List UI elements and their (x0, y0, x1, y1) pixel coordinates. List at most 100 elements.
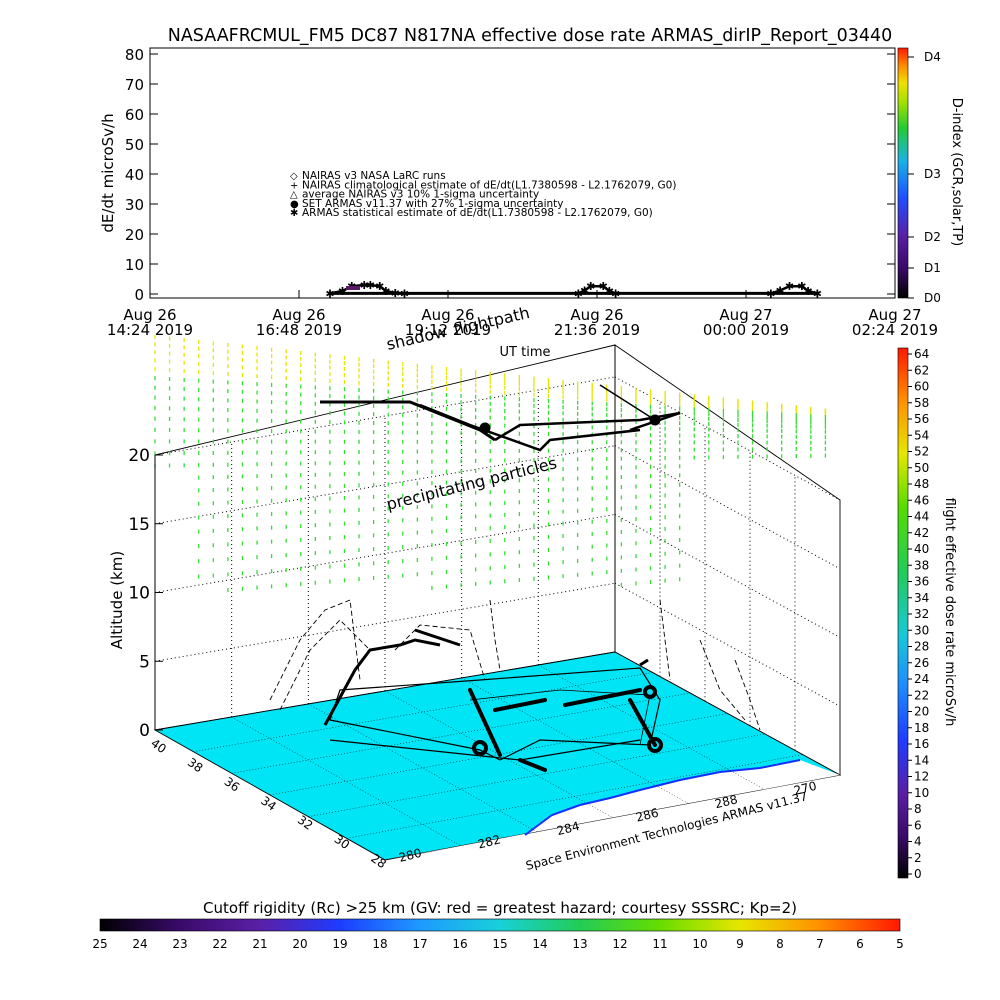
dose-rate-tick-label: 42 (914, 526, 929, 540)
dose-rate-tick-label: 58 (914, 396, 929, 410)
cutoff-rigidity-tick-label: 8 (776, 937, 784, 951)
dose-rate-colorbar (897, 347, 909, 879)
precipitating-annotation: precipitating particles (384, 453, 558, 514)
dose-rate-tick-label: 30 (914, 623, 929, 637)
top-y-tick-label: 80 (125, 46, 144, 64)
d-index-ticks: D0 D1 D2 D3 D4 (908, 50, 941, 305)
d-index-tick-label: D0 (924, 291, 941, 305)
series-marker: ✱ (325, 287, 334, 300)
dose-rate-ticks: 0246810121416182022242628303234363840424… (908, 347, 929, 881)
legend-entry: NAIRAS v3 NASA LaRC runs (302, 170, 446, 182)
cutoff-rigidity-tick-label: 24 (132, 937, 147, 951)
legend-symbol: △ (290, 190, 298, 201)
wall-gridline (614, 582, 841, 707)
series-marker: ✱ (785, 280, 794, 293)
wall-gridline (154, 376, 616, 456)
floor-gridline (231, 716, 461, 847)
series-marker: ✱ (599, 280, 608, 293)
top-x-tick-date: Aug 27 (719, 306, 772, 324)
wall-gridline (154, 514, 616, 593)
dose-rate-tick-label: 38 (914, 558, 929, 572)
flight-climb-track (323, 628, 649, 726)
wall-gridline (154, 445, 616, 525)
cutoff-rigidity-ticks: 25 24 23 22 21 20 19 18 17 16 15 14 13 12 11 10 9 8 7 6 5 (92, 937, 903, 951)
dose-rate-tick-label: 46 (914, 493, 929, 507)
legend-entry: ARMAS statistical estimate of dE/dt(L1.7… (302, 207, 653, 219)
dose-rate-time-series: 0 10 20 30 40 50 60 70 80 dE/dt microSv/h Aug 26… (99, 46, 964, 360)
floor-gridline (231, 692, 691, 774)
dose-rate-tick-label: 40 (914, 542, 929, 556)
series-marker: ✱ (360, 279, 369, 292)
legend-symbol: ◇ (290, 171, 298, 182)
series-marker: ✱ (381, 285, 390, 298)
d-index-tick-label: D4 (924, 50, 941, 64)
series-line (329, 283, 405, 295)
dose-rate-tick-label: 62 (914, 363, 929, 377)
dose-rate-tick-label: 22 (914, 688, 929, 702)
armas-dose-series: ✱✱✱✱✱✱✱✱✱✱✱✱✱✱✱✱✱✱✱✱✱ (325, 279, 822, 300)
purple-marker (346, 286, 360, 290)
altitude-tick-label: 5 (139, 652, 150, 672)
cutoff-rigidity-tick-label: 5 (896, 937, 904, 951)
series-marker: ✱ (586, 280, 595, 293)
top-x-tick-date: Aug 26 (123, 306, 176, 324)
dose-rate-label: flight effective dose rate microSv/h (942, 498, 957, 727)
dose-rate-tick-label: 18 (914, 721, 929, 735)
floor-gridlines (193, 664, 803, 847)
top-x-tick-date: Aug 26 (272, 306, 325, 324)
d-index-label: D-index (GCR,solar,TP) (949, 98, 964, 246)
latitude-tick-label: 40 (148, 736, 169, 756)
dose-rate-tick-label: 60 (914, 380, 929, 394)
series-line (770, 284, 818, 295)
top-y-axis: 0 10 20 30 40 50 60 70 80 (125, 46, 895, 304)
longitude-tick-label: 282 (476, 832, 502, 851)
top-x-tick-date: Aug 26 (421, 306, 474, 324)
cutoff-rigidity-tick-label: 14 (532, 937, 547, 951)
series-marker: ✱ (391, 287, 400, 300)
series-marker: ✱ (797, 280, 806, 293)
series-marker: ✱ (338, 285, 347, 298)
cutoff-rigidity-tick-label: 23 (172, 937, 187, 951)
longitude-tick-label: 270 (792, 779, 818, 798)
series-marker: ✱ (803, 285, 812, 298)
dose-rate-tick-label: 64 (914, 347, 929, 361)
dose-rate-tick-label: 32 (914, 607, 929, 621)
dose-rate-tick-label: 2 (914, 851, 922, 865)
dose-rate-tick-label: 24 (914, 672, 929, 686)
cutoff-rigidity-tick-label: 16 (452, 937, 467, 951)
cutoff-rigidity-tick-label: 6 (856, 937, 864, 951)
cutoff-rigidity-tick-label: 15 (492, 937, 507, 951)
legend-symbol: ✱ (290, 208, 298, 219)
cutoff-rigidity-tick-label: 9 (736, 937, 744, 951)
floor-gridline (461, 677, 689, 804)
cutoff-rigidity-tick-label: 20 (292, 937, 307, 951)
d-index-tick-label: D2 (924, 230, 941, 244)
top-plot-frame (149, 47, 896, 299)
top-legend: ◇ NAIRAS v3 NASA LaRC runs + NAIRAS climato… (290, 170, 676, 219)
top-x-tick-date: Aug 26 (570, 306, 623, 324)
series-marker: ✱ (366, 279, 375, 292)
top-y-tick-label: 60 (125, 106, 144, 124)
series-marker: ✱ (375, 280, 384, 293)
top-x-axis-label: UT time (500, 345, 551, 360)
legend-entry: SET ARMAS v11.37 with 27% 1-sigma uncert… (302, 198, 564, 210)
flight-vertical-profiles (269, 599, 761, 731)
dose-rate-tick-label: 6 (914, 818, 922, 832)
dose-rate-tick-label: 48 (914, 477, 929, 491)
page-title: NASAAFRCMUL_FM5 DC87 N817NA effective do… (168, 26, 893, 46)
legend-entry: average NAIRAS v3 10% 1-sigma uncertaint… (302, 189, 539, 201)
d-index-colorbar (897, 47, 909, 299)
cutoff-rigidity-label: Cutoff rigidity (Rc) >25 km (GV: red = g… (203, 899, 797, 917)
top-x-tick-time: 16:48 2019 (256, 321, 342, 339)
floor-ocean (153, 651, 842, 861)
wall-gridline (614, 514, 841, 638)
cutoff-rigidity-tick-label: 21 (252, 937, 267, 951)
wall-gridline (614, 376, 841, 501)
cutoff-rigidity-tick-label: 25 (92, 937, 107, 951)
dose-rate-tick-label: 50 (914, 461, 929, 475)
series-line (577, 284, 617, 295)
longitude-tick-label: 284 (555, 819, 581, 838)
